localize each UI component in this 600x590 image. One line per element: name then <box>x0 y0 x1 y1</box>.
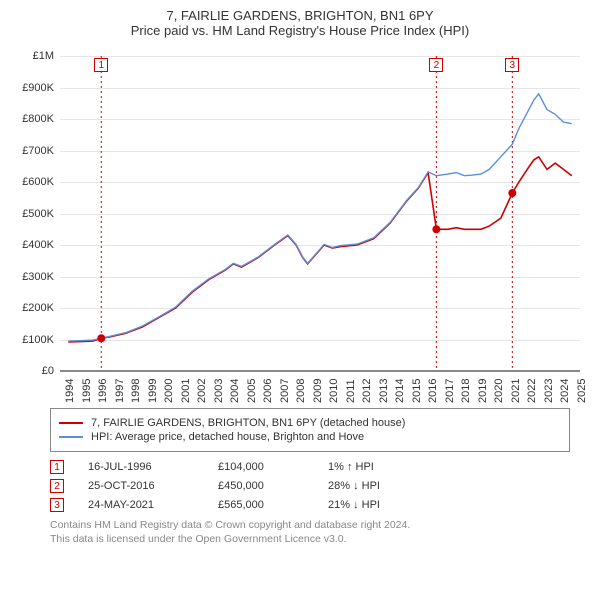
x-axis-label: 2013 <box>378 379 390 403</box>
x-axis-label: 1994 <box>64 379 76 403</box>
transaction-badge: 1 <box>50 460 64 474</box>
transactions-table: 1 16-JUL-1996£104,0001% ↑ HPI 2 25-OCT-2016… <box>50 460 570 512</box>
legend-swatch <box>59 436 83 438</box>
transaction-delta: 21% ↓ HPI <box>328 499 448 511</box>
x-axis-label: 2002 <box>196 379 208 403</box>
y-axis-label: £200K <box>10 302 54 314</box>
x-axis-label: 2025 <box>576 379 588 403</box>
y-axis-label: £300K <box>10 271 54 283</box>
sale-marker-3: 3 <box>505 58 519 72</box>
x-axis-label: 2005 <box>246 379 258 403</box>
sale-marker-2: 2 <box>429 58 443 72</box>
x-axis-label: 2015 <box>411 379 423 403</box>
x-axis-label: 1996 <box>97 379 109 403</box>
x-axis-label: 2024 <box>559 379 571 403</box>
series-hpi <box>68 94 571 341</box>
page-title: 7, FAIRLIE GARDENS, BRIGHTON, BN1 6PY <box>0 8 600 23</box>
x-axis-label: 2019 <box>477 379 489 403</box>
y-axis-label: £100K <box>10 334 54 346</box>
page-subtitle: Price paid vs. HM Land Registry's House … <box>0 23 600 38</box>
license-text: Contains HM Land Registry data © Crown c… <box>50 518 570 546</box>
chart-svg <box>60 56 580 371</box>
y-axis-label: £800K <box>10 113 54 125</box>
x-axis-label: 2012 <box>361 379 373 403</box>
x-axis-label: 2017 <box>444 379 456 403</box>
sale-dot <box>97 334 105 342</box>
y-axis-label: £500K <box>10 208 54 220</box>
x-axis-label: 2009 <box>312 379 324 403</box>
x-axis-label: 2008 <box>295 379 307 403</box>
license-line-2: This data is licensed under the Open Gov… <box>50 532 570 546</box>
x-axis-label: 1997 <box>114 379 126 403</box>
legend-swatch <box>59 422 83 424</box>
x-axis-label: 2010 <box>328 379 340 403</box>
y-axis-label: £700K <box>10 145 54 157</box>
sale-marker-1: 1 <box>94 58 108 72</box>
y-axis-label: £900K <box>10 82 54 94</box>
transaction-row: 3 24-MAY-2021£565,00021% ↓ HPI <box>50 498 570 512</box>
x-axis-label: 2021 <box>510 379 522 403</box>
x-axis-label: 2022 <box>526 379 538 403</box>
legend-label: HPI: Average price, detached house, Brig… <box>91 431 364 443</box>
x-axis-label: 2016 <box>427 379 439 403</box>
x-axis-label: 2000 <box>163 379 175 403</box>
x-axis-label: 2007 <box>279 379 291 403</box>
transaction-price: £104,000 <box>218 461 328 473</box>
x-axis-label: 2003 <box>213 379 225 403</box>
y-axis-label: £600K <box>10 176 54 188</box>
x-axis-label: 2014 <box>394 379 406 403</box>
transaction-price: £450,000 <box>218 480 328 492</box>
transaction-delta: 1% ↑ HPI <box>328 461 448 473</box>
y-axis-label: £0 <box>10 365 54 377</box>
license-line-1: Contains HM Land Registry data © Crown c… <box>50 518 570 532</box>
transaction-row: 1 16-JUL-1996£104,0001% ↑ HPI <box>50 460 570 474</box>
transaction-date: 16-JUL-1996 <box>88 461 218 473</box>
x-axis-label: 2020 <box>493 379 505 403</box>
chart-container: £0 £100K £200K £300K £400K £500K £600K £700K £80… <box>10 48 590 408</box>
x-axis-label: 2023 <box>543 379 555 403</box>
transaction-price: £565,000 <box>218 499 328 511</box>
transaction-badge: 3 <box>50 498 64 512</box>
legend-item: HPI: Average price, detached house, Brig… <box>59 431 561 443</box>
transaction-date: 25-OCT-2016 <box>88 480 218 492</box>
legend: 7, FAIRLIE GARDENS, BRIGHTON, BN1 6PY (d… <box>50 408 570 452</box>
y-axis-label: £400K <box>10 239 54 251</box>
plot-area: 1 2 3 <box>60 56 580 371</box>
transaction-row: 2 25-OCT-2016£450,00028% ↓ HPI <box>50 479 570 493</box>
x-axis-label: 2001 <box>180 379 192 403</box>
y-axis-label: £1M <box>10 50 54 62</box>
x-axis-label: 2011 <box>345 379 357 403</box>
transaction-delta: 28% ↓ HPI <box>328 480 448 492</box>
transaction-date: 24-MAY-2021 <box>88 499 218 511</box>
x-axis-label: 2018 <box>460 379 472 403</box>
x-axis-label: 1995 <box>81 379 93 403</box>
transaction-badge: 2 <box>50 479 64 493</box>
sale-dot <box>508 189 516 197</box>
x-axis-label: 2006 <box>262 379 274 403</box>
x-axis-label: 1999 <box>147 379 159 403</box>
sale-dot <box>432 225 440 233</box>
x-axis-label: 2004 <box>229 379 241 403</box>
x-axis-label: 1998 <box>130 379 142 403</box>
grid-line <box>60 371 580 372</box>
legend-label: 7, FAIRLIE GARDENS, BRIGHTON, BN1 6PY (d… <box>91 417 405 429</box>
legend-item: 7, FAIRLIE GARDENS, BRIGHTON, BN1 6PY (d… <box>59 417 561 429</box>
